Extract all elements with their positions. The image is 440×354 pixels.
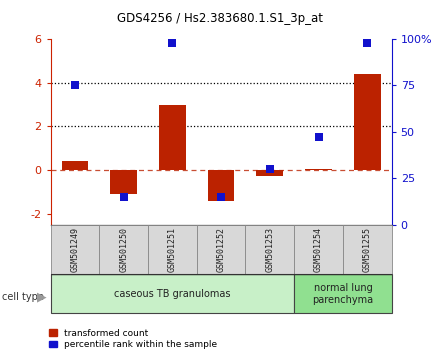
Text: GSM501249: GSM501249: [70, 227, 80, 272]
Text: GSM501253: GSM501253: [265, 227, 274, 272]
Bar: [62, 161, 88, 170]
Bar: [305, 169, 332, 170]
Text: GDS4256 / Hs2.383680.1.S1_3p_at: GDS4256 / Hs2.383680.1.S1_3p_at: [117, 12, 323, 25]
Bar: [294, 274, 392, 313]
Bar: [343, 225, 392, 274]
Text: GSM501255: GSM501255: [363, 227, 372, 272]
Text: GSM501250: GSM501250: [119, 227, 128, 272]
Bar: [148, 225, 197, 274]
Bar: [257, 170, 283, 176]
Text: normal lung
parenchyma: normal lung parenchyma: [312, 283, 374, 305]
Text: GSM501251: GSM501251: [168, 227, 177, 272]
Text: GSM501252: GSM501252: [216, 227, 226, 272]
Bar: [110, 170, 137, 194]
Bar: [208, 170, 235, 201]
Bar: [197, 225, 246, 274]
Text: caseous TB granulomas: caseous TB granulomas: [114, 289, 231, 299]
Text: GSM501254: GSM501254: [314, 227, 323, 272]
Text: cell type: cell type: [2, 292, 44, 302]
Bar: [159, 104, 186, 170]
Text: ▶: ▶: [37, 291, 47, 304]
Bar: [246, 225, 294, 274]
Bar: [354, 74, 381, 170]
Bar: [99, 225, 148, 274]
Bar: [51, 274, 294, 313]
Bar: [51, 225, 99, 274]
Legend: transformed count, percentile rank within the sample: transformed count, percentile rank withi…: [48, 329, 217, 349]
Bar: [294, 225, 343, 274]
